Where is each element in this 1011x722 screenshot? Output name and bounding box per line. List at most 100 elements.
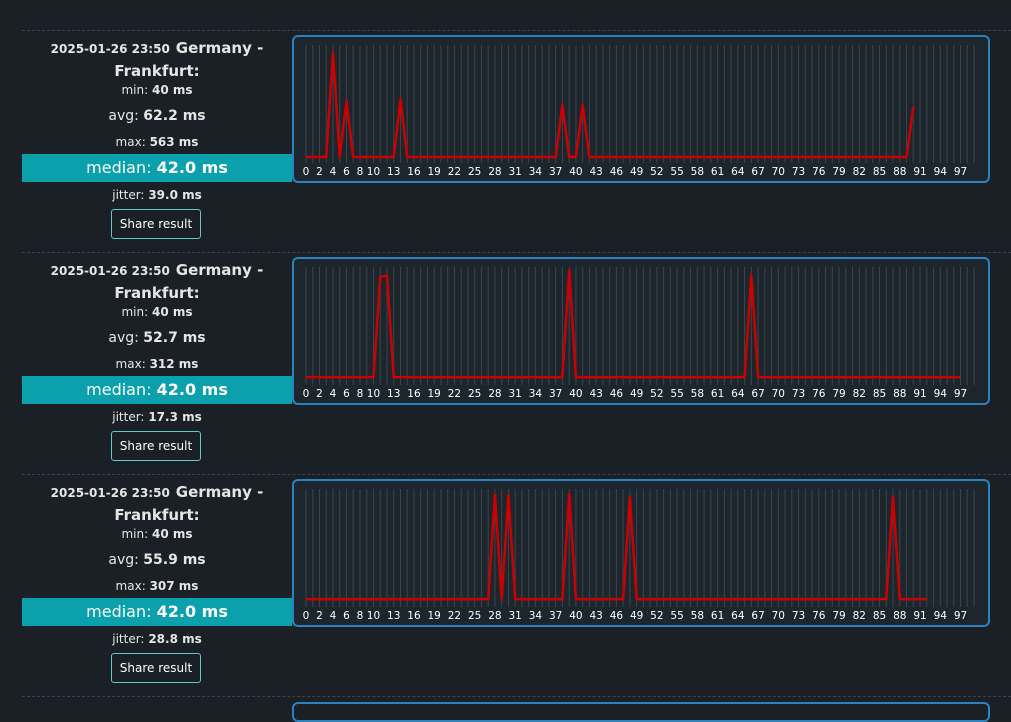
x-tick-label: 94 bbox=[934, 166, 948, 178]
x-tick-label: 16 bbox=[407, 388, 421, 400]
result-card-3: 2025-01-26 23:50 Germany - Frankfurt: min… bbox=[22, 475, 1011, 696]
x-tick-label: 31 bbox=[508, 166, 521, 178]
x-tick-label: 6 bbox=[343, 388, 350, 400]
result-location: Germany - Frankfurt: bbox=[114, 39, 264, 80]
x-tick-label: 49 bbox=[630, 166, 643, 178]
x-tick-label: 19 bbox=[428, 166, 441, 178]
x-tick-label: 61 bbox=[711, 166, 724, 178]
share-result-button[interactable]: Share result bbox=[111, 431, 201, 461]
chart-svg: 0 2 4 6 8 10 13 16 19 22 25 28 31 34 37 40 43 46 49 52 55 58 6… bbox=[303, 267, 975, 400]
median-value: 42.0 ms bbox=[156, 158, 228, 177]
result-separator bbox=[22, 30, 1011, 31]
x-tick-label: 46 bbox=[610, 388, 624, 400]
x-tick-label: 40 bbox=[569, 610, 582, 622]
x-tick-label: 37 bbox=[549, 166, 562, 178]
x-tick-label: 25 bbox=[468, 388, 481, 400]
median-bar: median: 42.0 ms bbox=[22, 598, 292, 626]
x-tick-label: 61 bbox=[711, 388, 724, 400]
x-tick-label: 85 bbox=[873, 610, 886, 622]
x-tick-label: 4 bbox=[330, 610, 337, 622]
median-bar: median: 42.0 ms bbox=[22, 154, 292, 182]
x-tick-label: 16 bbox=[407, 166, 421, 178]
avg-label: avg: bbox=[108, 330, 139, 346]
x-tick-label: 97 bbox=[954, 166, 967, 178]
x-tick-label: 91 bbox=[913, 166, 926, 178]
x-tick-label: 82 bbox=[853, 388, 866, 400]
x-tick-label: 46 bbox=[610, 610, 624, 622]
latency-chart-partial bbox=[292, 702, 990, 722]
x-tick-label: 31 bbox=[508, 610, 521, 622]
x-tick-label: 79 bbox=[832, 388, 845, 400]
result-info: 2025-01-26 23:50 Germany - Frankfurt: min… bbox=[22, 253, 292, 474]
median-value: 42.0 ms bbox=[156, 380, 228, 399]
x-tick-label: 46 bbox=[610, 166, 624, 178]
x-tick-label: 49 bbox=[630, 610, 643, 622]
x-tick-label: 52 bbox=[650, 166, 663, 178]
jitter-label: jitter: bbox=[112, 188, 145, 202]
jitter-label: jitter: bbox=[112, 632, 145, 646]
jitter-label: jitter: bbox=[112, 410, 145, 424]
x-tick-label: 70 bbox=[772, 610, 785, 622]
x-tick-label: 61 bbox=[711, 610, 724, 622]
x-tick-label: 28 bbox=[488, 610, 501, 622]
x-tick-label: 64 bbox=[731, 388, 745, 400]
x-tick-label: 37 bbox=[549, 610, 562, 622]
x-tick-label: 97 bbox=[954, 388, 967, 400]
max-label: max: bbox=[115, 135, 146, 149]
x-tick-label: 79 bbox=[832, 166, 845, 178]
chart-svg: 0 2 4 6 8 10 13 16 19 22 25 28 31 34 37 40 43 46 49 52 55 58 6… bbox=[303, 489, 975, 622]
x-tick-label: 76 bbox=[812, 166, 826, 178]
avg-label: avg: bbox=[108, 552, 139, 568]
min-value: 40 ms bbox=[151, 305, 193, 319]
median-value: 42.0 ms bbox=[156, 602, 228, 621]
share-result-button[interactable]: Share result bbox=[111, 653, 201, 683]
x-tick-label: 2 bbox=[316, 388, 323, 400]
x-tick-label: 73 bbox=[792, 166, 805, 178]
x-tick-label: 55 bbox=[670, 610, 683, 622]
latency-series-line bbox=[306, 51, 915, 159]
avg-value: 62.2 ms bbox=[143, 108, 206, 124]
x-tick-label: 97 bbox=[954, 610, 967, 622]
min-label: min: bbox=[121, 83, 149, 97]
jitter-line: jitter: 39.0 ms bbox=[22, 188, 292, 202]
chart-svg: 0 2 4 6 8 10 13 16 19 22 25 28 31 34 37 40 43 46 49 52 55 58 6… bbox=[303, 45, 975, 178]
result-location: Germany - Frankfurt: bbox=[114, 261, 264, 302]
x-tick-label: 40 bbox=[569, 166, 582, 178]
max-label: max: bbox=[115, 579, 146, 593]
latency-chart: 0 2 4 6 8 10 13 16 19 22 25 28 31 34 37 40 43 46 49 52 55 58 6… bbox=[292, 35, 990, 183]
max-line: max: 307 ms bbox=[22, 579, 292, 593]
x-tick-label: 31 bbox=[508, 388, 521, 400]
x-tick-label: 76 bbox=[812, 388, 826, 400]
x-tick-label: 82 bbox=[853, 610, 866, 622]
avg-line: avg: 52.7 ms bbox=[22, 330, 292, 346]
x-tick-label: 88 bbox=[893, 166, 906, 178]
min-line: min: 40 ms bbox=[22, 527, 292, 541]
x-tick-label: 94 bbox=[934, 610, 948, 622]
x-tick-label: 64 bbox=[731, 166, 745, 178]
avg-label: avg: bbox=[108, 108, 139, 124]
median-label: median: bbox=[86, 158, 152, 177]
x-tick-label: 52 bbox=[650, 388, 663, 400]
x-tick-label: 43 bbox=[589, 388, 602, 400]
result-card-2: 2025-01-26 23:50 Germany - Frankfurt: min… bbox=[22, 253, 1011, 474]
max-line: max: 563 ms bbox=[22, 135, 292, 149]
x-tick-label: 19 bbox=[428, 388, 441, 400]
max-line: max: 312 ms bbox=[22, 357, 292, 371]
jitter-value: 39.0 ms bbox=[148, 188, 202, 202]
x-tick-label: 13 bbox=[387, 610, 400, 622]
result-timestamp: 2025-01-26 23:50 bbox=[50, 42, 170, 56]
x-tick-label: 88 bbox=[893, 610, 906, 622]
x-tick-label: 34 bbox=[529, 388, 543, 400]
x-tick-label: 67 bbox=[751, 610, 764, 622]
x-tick-label: 43 bbox=[589, 166, 602, 178]
x-tick-label: 67 bbox=[751, 388, 764, 400]
max-value: 307 ms bbox=[149, 579, 199, 593]
x-tick-label: 52 bbox=[650, 610, 663, 622]
share-result-button[interactable]: Share result bbox=[111, 209, 201, 239]
result-header: 2025-01-26 23:50 Germany - Frankfurt: bbox=[22, 481, 292, 526]
x-tick-label: 8 bbox=[357, 388, 364, 400]
median-bar: median: 42.0 ms bbox=[22, 376, 292, 404]
x-tick-label: 94 bbox=[934, 388, 948, 400]
x-tick-label: 22 bbox=[448, 388, 461, 400]
min-line: min: 40 ms bbox=[22, 83, 292, 97]
